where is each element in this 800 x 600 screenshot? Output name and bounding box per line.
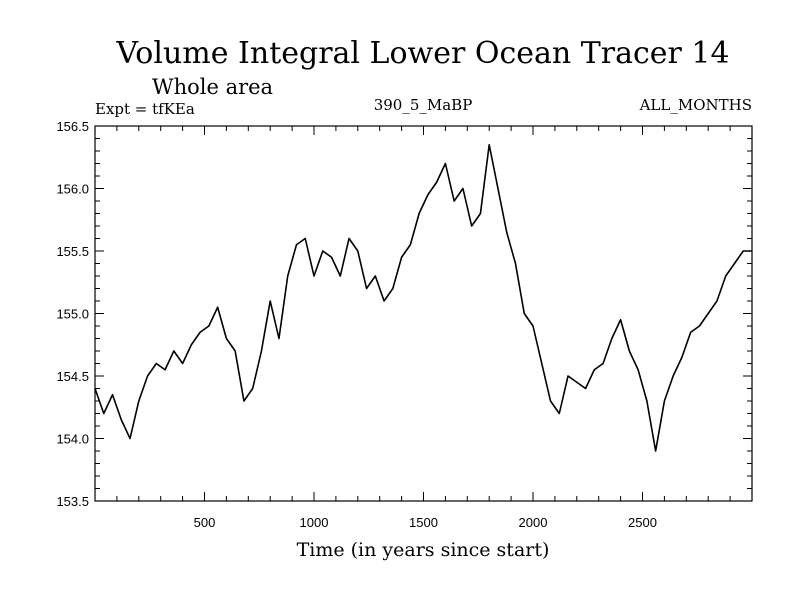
tick-labels: 500 1000 1500 2000 2500 153.5 154.0 154.5 155.0 1… xyxy=(56,119,657,530)
plot-frame xyxy=(94,125,753,502)
months-label: ALL_MONTHS xyxy=(639,96,752,114)
x-axis-label: Time (in years since start) xyxy=(297,539,550,561)
x-tick-label: 1500 xyxy=(409,515,438,530)
axis-ticks xyxy=(95,126,752,501)
x-tick-label: 1000 xyxy=(300,515,329,530)
chart-title: Volume Integral Lower Ocean Tracer 14 xyxy=(115,36,729,71)
center-label: 390_5_MaBP xyxy=(374,96,473,114)
x-tick-label: 2000 xyxy=(519,515,548,530)
expt-label: Expt = tfKEa xyxy=(95,100,195,118)
y-tick-label: 154.0 xyxy=(56,432,89,447)
y-tick-label: 155.0 xyxy=(56,307,89,322)
y-tick-label: 155.5 xyxy=(56,244,89,259)
y-tick-label: 156.5 xyxy=(56,119,89,134)
chart-subtitle: Whole area xyxy=(152,75,273,99)
x-tick-label: 2500 xyxy=(628,515,657,530)
series-line xyxy=(94,143,752,452)
y-tick-label: 156.0 xyxy=(56,182,89,197)
x-tick-label: 500 xyxy=(194,515,216,530)
y-tick-label: 153.5 xyxy=(56,494,89,509)
y-tick-label: 154.5 xyxy=(56,369,89,384)
